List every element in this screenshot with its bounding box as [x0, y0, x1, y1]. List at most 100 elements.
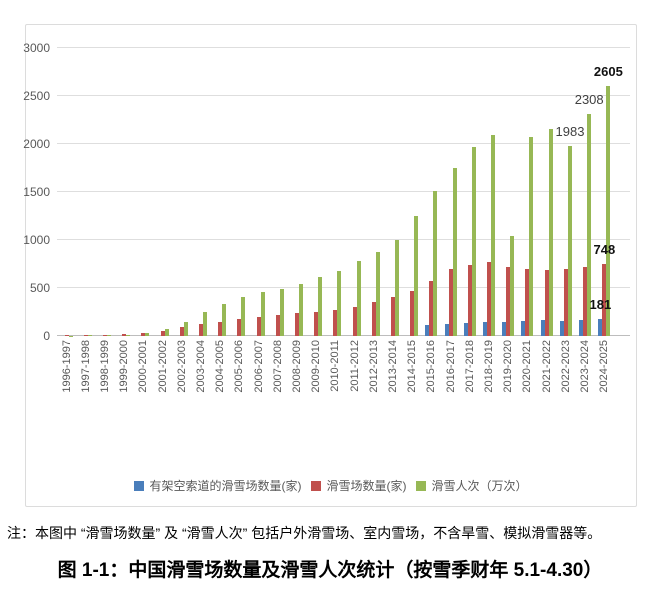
bar-group [460, 48, 479, 336]
bar [375, 252, 380, 336]
legend-label: 滑雪人次（万次） [431, 479, 528, 493]
x-tick-label: 2001-2002 [156, 340, 169, 393]
bar-group [556, 48, 575, 336]
bar [395, 240, 400, 336]
bar-group [211, 48, 230, 336]
gridline [57, 95, 630, 96]
bar [487, 262, 492, 336]
x-label-slot: 2013-2014 [383, 340, 402, 393]
bar [260, 291, 265, 336]
bar-group [307, 48, 326, 336]
bar [87, 335, 92, 336]
bar [179, 326, 184, 336]
bar [333, 310, 338, 336]
x-tick-label: 2011-2012 [348, 340, 361, 392]
x-label-slot: 2000-2001 [134, 340, 153, 393]
bars-layer [57, 48, 614, 336]
bar-group [191, 48, 210, 336]
bar [122, 333, 127, 336]
bar [391, 296, 396, 336]
bar [529, 136, 534, 336]
bar [452, 168, 457, 336]
y-tick-label: 0 [43, 329, 50, 343]
bar [160, 331, 165, 336]
bar [237, 319, 242, 336]
figure-caption: 图 1-1：中国滑雪场数量及滑雪人次统计（按雪季财年 5.1-4.30） [57, 560, 603, 581]
bar-group [575, 48, 594, 336]
plot-area: 0 500 1000 1500 2000 2500 3000 1983 2308 2605 748… [23, 41, 630, 393]
bar [164, 328, 169, 336]
data-label: 1983 [555, 123, 585, 139]
x-axis-labels: 1996-1997 1997-1998 1998-1999 1999-2000 2000… [57, 340, 614, 393]
x-tick-label: 2013-2014 [387, 340, 400, 393]
bar [183, 321, 188, 336]
x-label-slot: 2014-2015 [403, 340, 422, 393]
bar-group [422, 48, 441, 336]
x-label-slot: 1998-1999 [95, 340, 114, 393]
gridline [57, 143, 630, 144]
bar-group [364, 48, 383, 336]
bar-group [403, 48, 422, 336]
x-tick-label: 2002-2003 [175, 340, 188, 393]
x-label-slot: 2003-2004 [191, 340, 210, 393]
x-label-slot: 1999-2000 [115, 340, 134, 393]
data-label: 748 [593, 242, 616, 258]
x-tick-label: 2019-2020 [502, 340, 515, 393]
legend-item: 滑雪人次（万次） [416, 477, 528, 494]
x-label-slot: 2024-2025 [595, 340, 614, 393]
x-label-slot: 2023-2024 [575, 340, 594, 393]
bar [126, 334, 131, 336]
x-tick-label: 2017-2018 [463, 340, 476, 393]
bar-group [268, 48, 287, 336]
x-tick-label: 2006-2007 [252, 340, 265, 393]
x-label-slot: 2017-2018 [460, 340, 479, 393]
legend-label: 滑雪场数量(家) [326, 479, 407, 493]
x-axis-line [57, 335, 630, 336]
bar [491, 135, 496, 336]
gridline [57, 239, 630, 240]
x-label-slot: 2019-2020 [499, 340, 518, 393]
data-label: 2605 [593, 63, 623, 79]
x-label-slot: 2005-2006 [230, 340, 249, 393]
bar [83, 334, 88, 336]
chart-panel: 0 500 1000 1500 2000 2500 3000 1983 2308 2605 748… [23, 24, 637, 507]
x-label-slot: 2004-2005 [211, 340, 230, 393]
bar-group [95, 48, 114, 336]
bar [203, 312, 208, 336]
bar [483, 322, 488, 336]
legend-swatch-icon [134, 480, 145, 491]
bar [299, 284, 304, 336]
bar-group [172, 48, 191, 336]
bar-group [345, 48, 364, 336]
x-tick-label: 2005-2006 [233, 340, 246, 393]
legend-item: 滑雪场数量(家) [311, 477, 406, 494]
x-label-slot: 2012-2013 [364, 340, 383, 393]
bar [444, 324, 449, 336]
bar [199, 324, 204, 336]
bar [241, 296, 246, 336]
x-tick-label: 2008-2009 [291, 340, 304, 393]
y-tick-label: 2000 [23, 137, 50, 151]
bar [587, 114, 592, 336]
x-tick-label: 2021-2022 [540, 340, 553, 393]
bar [64, 335, 69, 336]
bar [141, 332, 146, 336]
bar [467, 264, 472, 336]
bar-group [57, 48, 76, 336]
x-label-slot: 2018-2019 [479, 340, 498, 393]
chart-note: 注：本图中 “滑雪场数量” 及 “滑雪人次” 包括户外滑雪场、室内雪场，不含旱雪… [7, 525, 602, 541]
bar-group [537, 48, 556, 336]
data-label: 181 [589, 296, 612, 312]
bar [525, 269, 530, 336]
x-tick-label: 1999-2000 [118, 340, 131, 393]
x-tick-label: 2009-2010 [310, 340, 323, 393]
x-label-slot: 1997-1998 [76, 340, 95, 393]
y-tick-label: 1500 [23, 185, 50, 199]
x-tick-label: 2023-2024 [579, 340, 592, 393]
bar [256, 316, 261, 336]
bar [356, 261, 361, 336]
x-tick-label: 2024-2025 [598, 340, 611, 393]
bar-group [518, 48, 537, 336]
bar [218, 321, 223, 336]
bar [425, 325, 430, 336]
